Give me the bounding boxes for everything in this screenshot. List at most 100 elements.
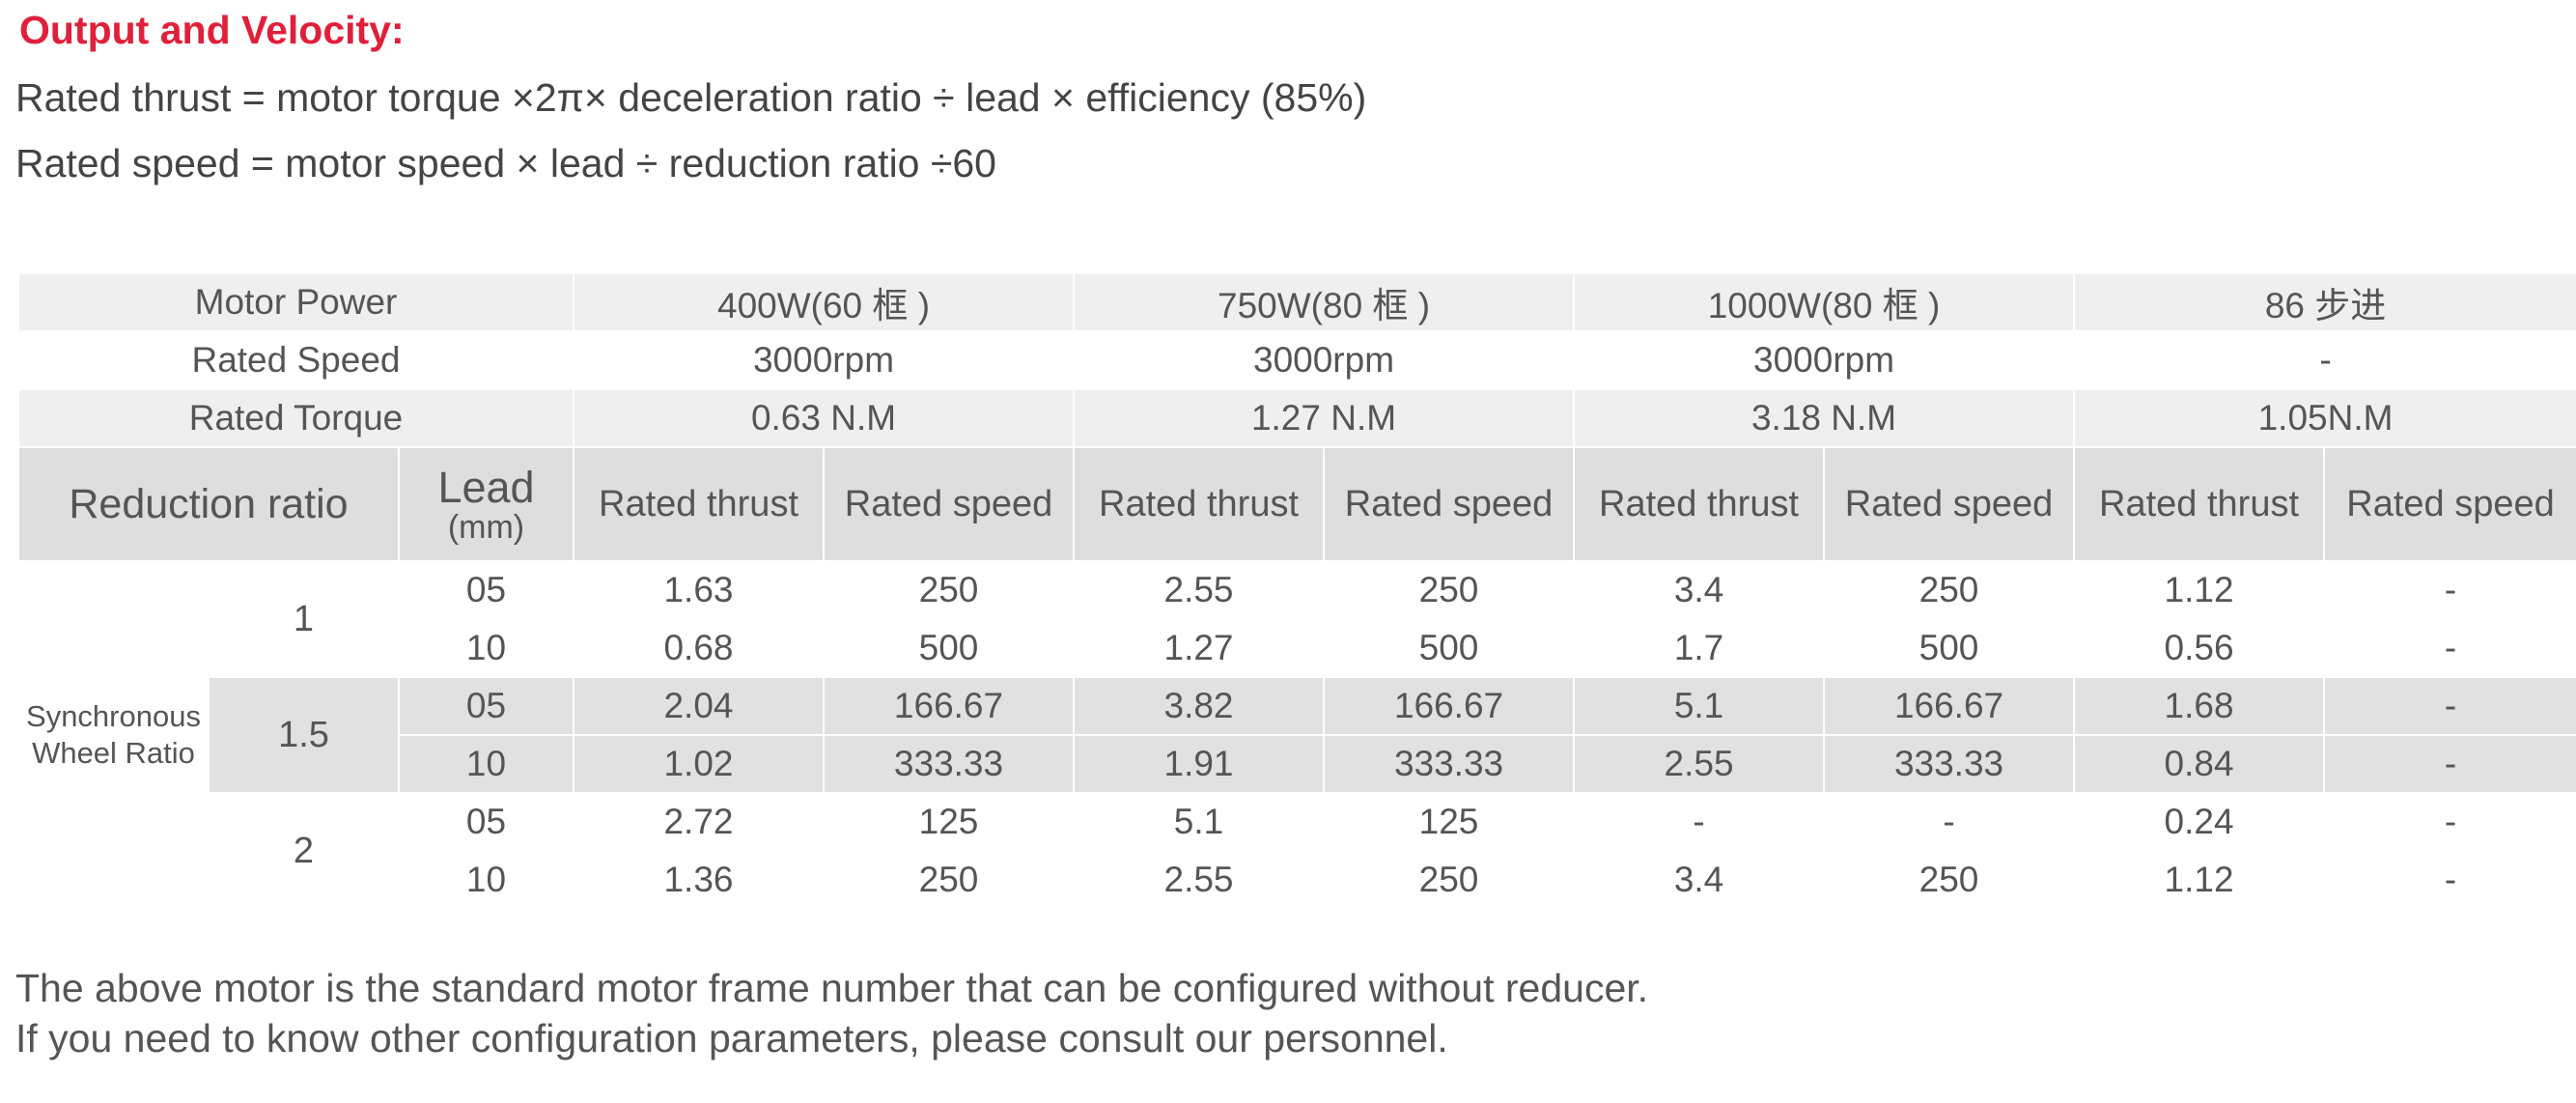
value-cell: 250 (822, 560, 1076, 620)
value-cell: 1.68 (2073, 676, 2326, 736)
value-cell: - (2323, 734, 2576, 794)
value-cell: 0.56 (2073, 618, 2326, 678)
rated-thrust-header: Rated thrust (1073, 446, 1326, 562)
value-cell: 333.33 (1323, 734, 1576, 794)
value-cell: 125 (822, 792, 1076, 852)
footnote-line-1: The above motor is the standard motor fr… (15, 966, 1649, 1010)
rated-torque-label: Rated Torque (17, 388, 574, 448)
value-cell: 2.55 (1573, 734, 1826, 794)
rated-speed-value: 3000rpm (572, 330, 1076, 390)
table-row: 10 0.68 500 1.27 500 1.7 500 0.56 - (18, 618, 2576, 678)
rated-speed-value: - (2073, 330, 2576, 390)
value-cell: 2.55 (1073, 850, 1326, 910)
value-cell: 1.27 (1073, 618, 1326, 678)
thrust-formula: Rated thrust = motor torque ×2π× deceler… (15, 75, 1367, 120)
value-cell: 250 (1323, 850, 1576, 910)
rated-torque-value: 1.05N.M (2073, 388, 2576, 448)
value-cell: 3.82 (1073, 676, 1326, 736)
value-cell: - (2323, 676, 2576, 736)
lead-cell: 10 (398, 850, 574, 910)
value-cell: 2.04 (573, 676, 825, 736)
value-cell: 5.1 (1573, 676, 1826, 736)
value-cell: - (2323, 792, 2576, 852)
ratio-cell: 1.5 (208, 676, 400, 794)
rated-speed-label: Rated Speed (17, 330, 574, 390)
lead-cell: 10 (398, 618, 574, 678)
value-cell: 333.33 (822, 734, 1076, 794)
rated-thrust-header: Rated thrust (573, 446, 825, 562)
value-cell: 333.33 (1823, 734, 2076, 794)
table-row: 10 1.36 250 2.55 250 3.4 250 1.12 - (18, 850, 2576, 910)
value-cell: 0.24 (2073, 792, 2326, 852)
rated-speed-value: 3000rpm (1073, 330, 1576, 390)
lead-cell: 10 (398, 734, 574, 794)
table-row: Synchronous Wheel Ratio 1 05 1.63 250 2.… (17, 560, 2576, 910)
value-cell: 166.67 (1823, 676, 2076, 736)
value-cell: 125 (1323, 792, 1576, 852)
motor-power-value: 750W(80 框 ) (1073, 272, 1576, 332)
rated-torque-row: Rated Torque 0.63 N.M 1.27 N.M 3.18 N.M … (17, 388, 2576, 448)
motor-power-value: 400W(60 框 ) (572, 272, 1076, 332)
table-row: 1.5 05 2.04 166.67 3.82 166.67 5.1 166.6… (18, 676, 2576, 794)
value-cell: 3.4 (1573, 850, 1826, 910)
table-row: 10 1.02 333.33 1.91 333.33 2.55 333.33 0… (18, 734, 2576, 794)
rated-speed-value: 3000rpm (1573, 330, 2076, 390)
value-cell: 2.72 (573, 792, 825, 852)
value-cell: 500 (822, 618, 1076, 678)
value-cell: 250 (1323, 560, 1576, 620)
ratio-cell: 2 (208, 792, 400, 910)
lead-header: Lead (mm) (398, 446, 574, 562)
value-cell: 3.4 (1573, 560, 1826, 620)
rated-speed-header: Rated speed (2323, 446, 2576, 562)
value-cell: - (1823, 792, 2076, 852)
rated-speed-header: Rated speed (1323, 446, 1576, 562)
value-cell: 1.7 (1573, 618, 1826, 678)
lead-header-unit: (mm) (447, 509, 525, 546)
motor-power-value: 86 步进 (2073, 272, 2576, 332)
rated-torque-value: 0.63 N.M (572, 388, 1076, 448)
rated-speed-header: Rated speed (1823, 446, 2076, 562)
footnote-line-2: If you need to know other configuration … (15, 1016, 1448, 1061)
value-cell: - (2323, 560, 2576, 620)
value-cell: 166.67 (822, 676, 1076, 736)
rated-speed-row: Rated Speed 3000rpm 3000rpm 3000rpm - (17, 330, 2576, 390)
lead-cell: 05 (398, 792, 574, 852)
rated-speed-header: Rated speed (822, 446, 1076, 562)
lead-header-label: Lead (437, 463, 535, 512)
rated-torque-value: 1.27 N.M (1073, 388, 1576, 448)
value-cell: 2.55 (1073, 560, 1326, 620)
value-cell: 1.02 (573, 734, 825, 794)
value-cell: 250 (822, 850, 1076, 910)
lead-cell: 05 (398, 560, 574, 620)
column-header-row: Reduction ratio Lead (mm) Rated thrust R… (17, 446, 2576, 562)
section-title: Output and Velocity: (19, 8, 405, 52)
value-cell: - (2323, 850, 2576, 910)
value-cell: - (1573, 792, 1826, 852)
motor-power-label: Motor Power (17, 272, 574, 332)
value-cell: 5.1 (1073, 792, 1326, 852)
value-cell: 0.68 (573, 618, 825, 678)
value-cell: 1.12 (2073, 560, 2326, 620)
value-cell: 250 (1823, 560, 2076, 620)
value-cell: - (2323, 618, 2576, 678)
ratio-cell: 1 (208, 560, 400, 678)
sync-wheel-ratio-label: Synchronous Wheel Ratio (17, 560, 210, 910)
value-cell: 1.63 (573, 560, 825, 620)
value-cell: 0.84 (2073, 734, 2326, 794)
rated-thrust-header: Rated thrust (1573, 446, 1826, 562)
lead-cell: 05 (398, 676, 574, 736)
value-cell: 1.36 (573, 850, 825, 910)
value-cell: 1.12 (2073, 850, 2326, 910)
rated-thrust-header: Rated thrust (2073, 446, 2326, 562)
motor-power-value: 1000W(80 框 ) (1573, 272, 2076, 332)
rated-torque-value: 3.18 N.M (1573, 388, 2076, 448)
value-cell: 250 (1823, 850, 2076, 910)
table-row: 2 05 2.72 125 5.1 125 - - 0.24 - (18, 792, 2576, 910)
value-cell: 166.67 (1323, 676, 1576, 736)
value-cell: 500 (1323, 618, 1576, 678)
spec-table: Motor Power 400W(60 框 ) 750W(80 框 ) 1000… (17, 272, 2576, 910)
speed-formula: Rated speed = motor speed × lead ÷ reduc… (15, 141, 996, 185)
value-cell: 1.91 (1073, 734, 1326, 794)
value-cell: 500 (1823, 618, 2076, 678)
motor-power-row: Motor Power 400W(60 框 ) 750W(80 框 ) 1000… (17, 272, 2576, 332)
